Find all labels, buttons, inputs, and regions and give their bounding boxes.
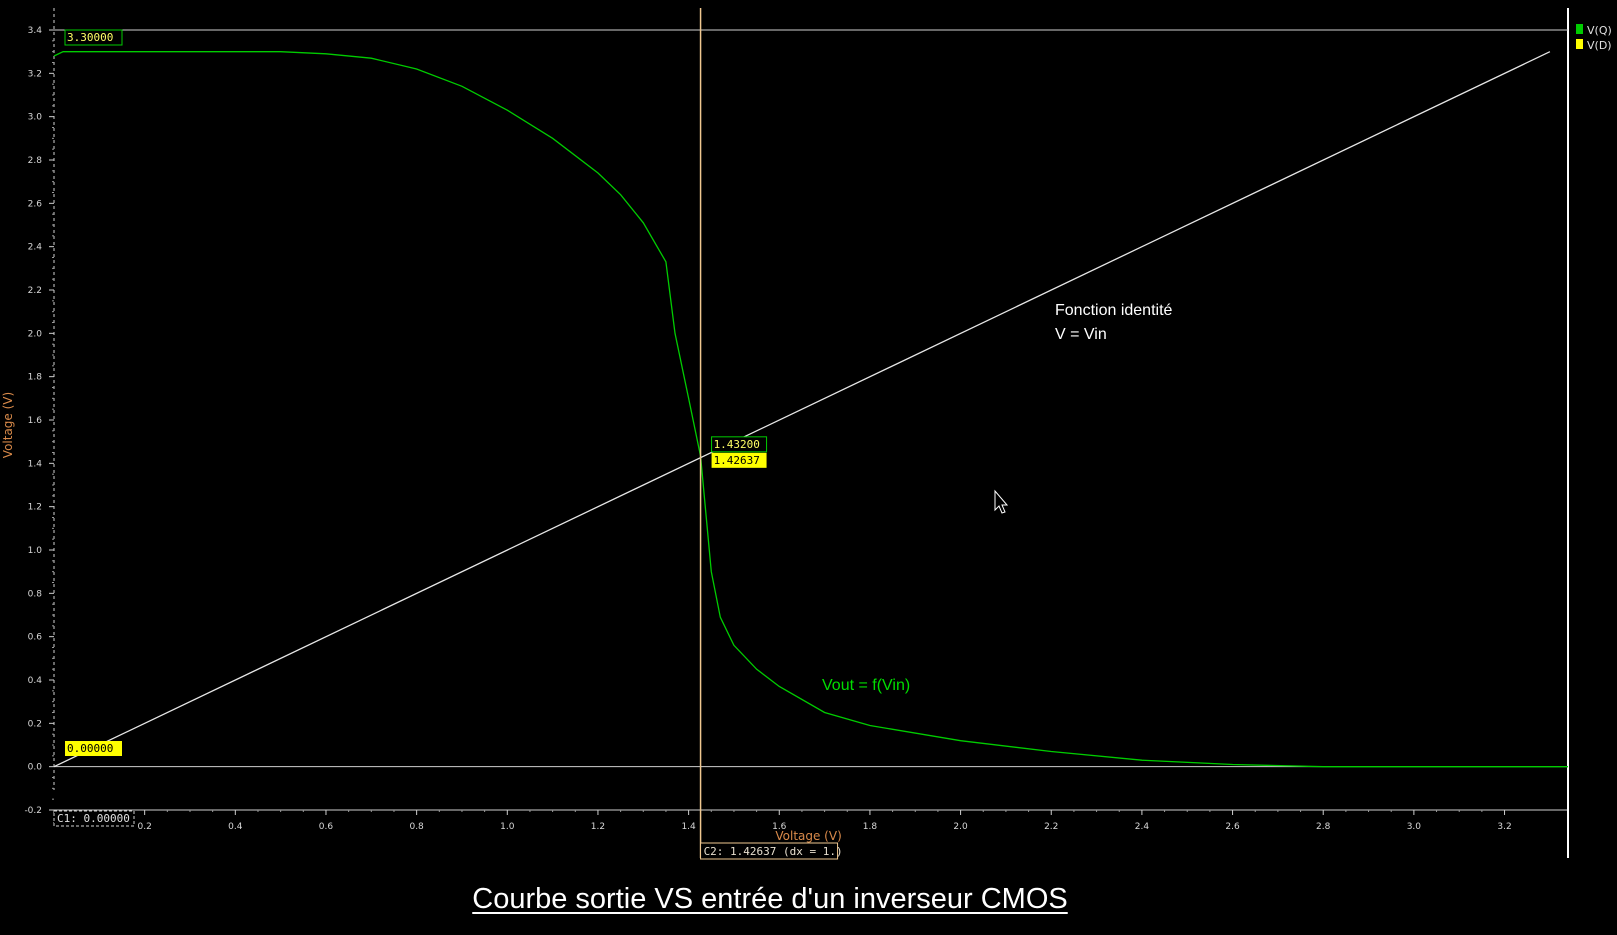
legend: V(Q) V(D)	[1576, 24, 1612, 52]
y-tick-label: 1.2	[28, 503, 42, 513]
y-tick-label: 2.8	[28, 156, 43, 166]
y-tick-label: 0.2	[28, 719, 42, 729]
series-line-vq	[53, 51, 1568, 768]
y-tick-label: 0.0	[28, 763, 43, 773]
y-tick-label: 0.6	[28, 633, 43, 643]
x-tick-label: 1.8	[863, 822, 878, 832]
x-tick-label: 0.8	[409, 822, 424, 832]
cursor-c2-label[interactable]: C2: 1.42637 (dx = 1.)	[700, 842, 843, 860]
crossing-label-green: 1.43200	[714, 438, 760, 451]
x-tick-label: 0.6	[319, 822, 334, 832]
x-tick-label: 3.0	[1407, 822, 1422, 832]
y-tick-label: 2.4	[28, 243, 43, 253]
value-label-bottom-left-text: 0.00000	[67, 742, 113, 755]
x-tick-label: 0.2	[137, 822, 151, 832]
y-tick-label: 1.0	[28, 546, 43, 556]
y-tick-label: 1.6	[28, 416, 43, 426]
cursor-c2-text: C2: 1.42637 (dx = 1.)	[704, 845, 843, 858]
legend-label-vd[interactable]: V(D)	[1587, 39, 1612, 52]
x-tick-label: 2.6	[1225, 822, 1240, 832]
value-label-top-left: 3.30000	[64, 29, 123, 46]
legend-swatch-vd	[1576, 39, 1583, 49]
x-tick-label: 2.0	[953, 822, 968, 832]
value-label-bottom-left: 0.00000	[65, 741, 122, 756]
x-tick-label: 2.4	[1135, 822, 1150, 832]
y-tick-label: 2.2	[28, 286, 42, 296]
x-tick-label: 1.6	[772, 822, 787, 832]
cursor-c1-label[interactable]: C1: 0.00000	[53, 810, 135, 827]
figure-caption: Courbe sortie VS entrée d'un inverseur C…	[472, 883, 1068, 915]
mouse-pointer-icon	[994, 489, 1009, 514]
value-label-top-left-text: 3.30000	[67, 31, 113, 44]
y-tick-label: 3.0	[28, 113, 43, 123]
x-tick-label: 0.4	[228, 822, 243, 832]
x-tick-label: 3.2	[1497, 822, 1511, 832]
legend-swatch-vq	[1576, 24, 1583, 34]
annotation-vout: Vout = f(Vin)	[822, 677, 910, 694]
x-tick-label: 1.0	[500, 822, 515, 832]
y-tick-label: 1.8	[28, 373, 43, 383]
crossing-label-yellow: 1.42637	[714, 454, 760, 467]
annotation-identity-title: Fonction identité	[1055, 302, 1173, 319]
y-tick-label: -0.2	[24, 806, 42, 816]
x-tick-label: 2.8	[1316, 822, 1331, 832]
y-tick-label: 3.4	[28, 26, 43, 36]
x-tick-label: 1.4	[681, 822, 696, 832]
legend-label-vq[interactable]: V(Q)	[1587, 24, 1612, 37]
x-tick-label: 1.2	[591, 822, 605, 832]
y-tick-label: 2.6	[28, 199, 43, 209]
crossing-labels: 1.43200 1.42637	[711, 436, 768, 468]
x-axis-title: Voltage (V)	[775, 829, 841, 843]
series-line-vd	[53, 51, 1551, 768]
y-axis-title: Voltage (V)	[1, 392, 15, 458]
y-tick-label: 3.2	[28, 69, 42, 79]
y-tick-label: 0.4	[28, 676, 43, 686]
cursor-c1-text: C1: 0.00000	[57, 812, 130, 825]
annotation-identity-formula: V = Vin	[1055, 326, 1107, 343]
y-tick-label: 1.4	[28, 459, 43, 469]
y-tick-label: 2.0	[28, 329, 43, 339]
x-tick-label: 2.2	[1044, 822, 1058, 832]
y-tick-label: 0.8	[28, 589, 43, 599]
